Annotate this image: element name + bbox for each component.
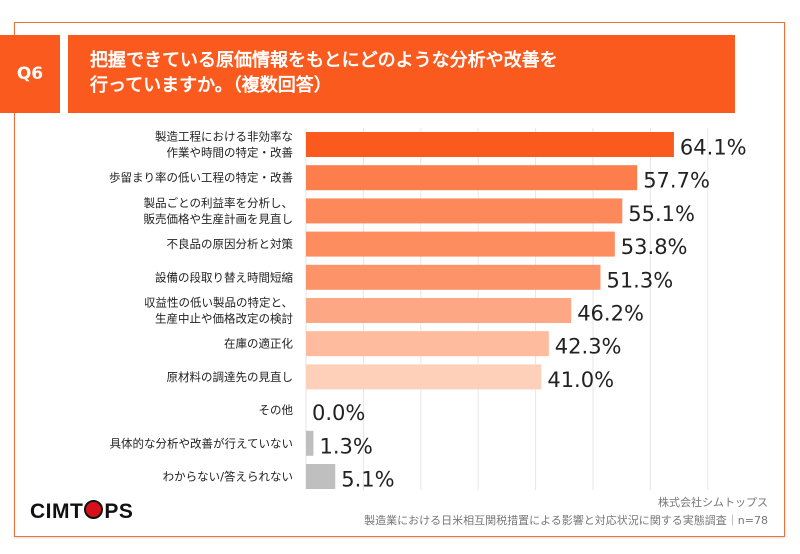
category-label: 生産中止や価格改定の検討 xyxy=(155,312,293,326)
category-label: 製造工程における非効率な xyxy=(155,130,293,144)
logo-red-circle xyxy=(84,500,104,519)
value-label: 46.2% xyxy=(577,302,644,326)
category-label: 歩留まり率の低い工程の特定・改善 xyxy=(109,171,293,185)
cimtops-logo: CIMT PS xyxy=(30,500,134,523)
bar xyxy=(306,231,615,257)
category-label: わからない/答えられない xyxy=(163,470,293,484)
bar xyxy=(306,165,638,191)
title-line-1: 把握できている原価情報をもとにどのような分析や改善を xyxy=(90,50,558,71)
category-label: 作業や時間の特定・改善 xyxy=(167,146,294,160)
question-title: 把握できている原価情報をもとにどのような分析や改善を 行っていますか。（複数回答… xyxy=(68,35,735,113)
value-label: 55.1% xyxy=(628,202,695,226)
category-label: 在庫の適正化 xyxy=(224,337,293,351)
source-company: 株式会社シムトップス xyxy=(658,496,768,509)
category-label: 収益性の低い製品の特定と、 xyxy=(144,296,293,310)
bar xyxy=(306,198,623,224)
card-frame xyxy=(14,22,785,537)
value-label: 57.7% xyxy=(643,169,710,193)
bar xyxy=(306,264,601,290)
bar xyxy=(306,364,542,390)
value-label: 0.0% xyxy=(312,401,365,425)
value-label: 64.1% xyxy=(680,136,747,160)
value-label: 5.1% xyxy=(341,468,394,492)
bar xyxy=(306,430,314,456)
bar xyxy=(306,132,674,157)
source-survey: 製造業における日米相互関税措置による影響と対応状況に関する実態調査｜n=78 xyxy=(364,514,768,527)
category-label: 原材料の調達先の見直し xyxy=(167,370,294,384)
category-label: 設備の段取り替え時間短縮 xyxy=(155,270,293,284)
question-number-badge: Q6 xyxy=(0,35,60,113)
value-label: 41.0% xyxy=(547,368,614,392)
bar xyxy=(306,298,572,323)
title-line-2: 行っていますか。（複数回答） xyxy=(90,75,332,96)
value-label: 53.8% xyxy=(621,235,688,259)
value-label: 1.3% xyxy=(319,434,372,458)
category-label: 製品ごとの利益率を分析し、 xyxy=(144,196,293,210)
value-label: 42.3% xyxy=(555,335,622,359)
category-label: その他 xyxy=(259,403,294,417)
bar xyxy=(306,464,336,489)
bar xyxy=(306,331,549,357)
category-label: 不良品の原因分析と対策 xyxy=(167,237,294,251)
value-label: 51.3% xyxy=(606,268,673,292)
category-label: 販売価格や生産計画を見直し xyxy=(144,212,294,226)
category-label: 具体的な分析や改善が行えていない xyxy=(110,436,293,450)
